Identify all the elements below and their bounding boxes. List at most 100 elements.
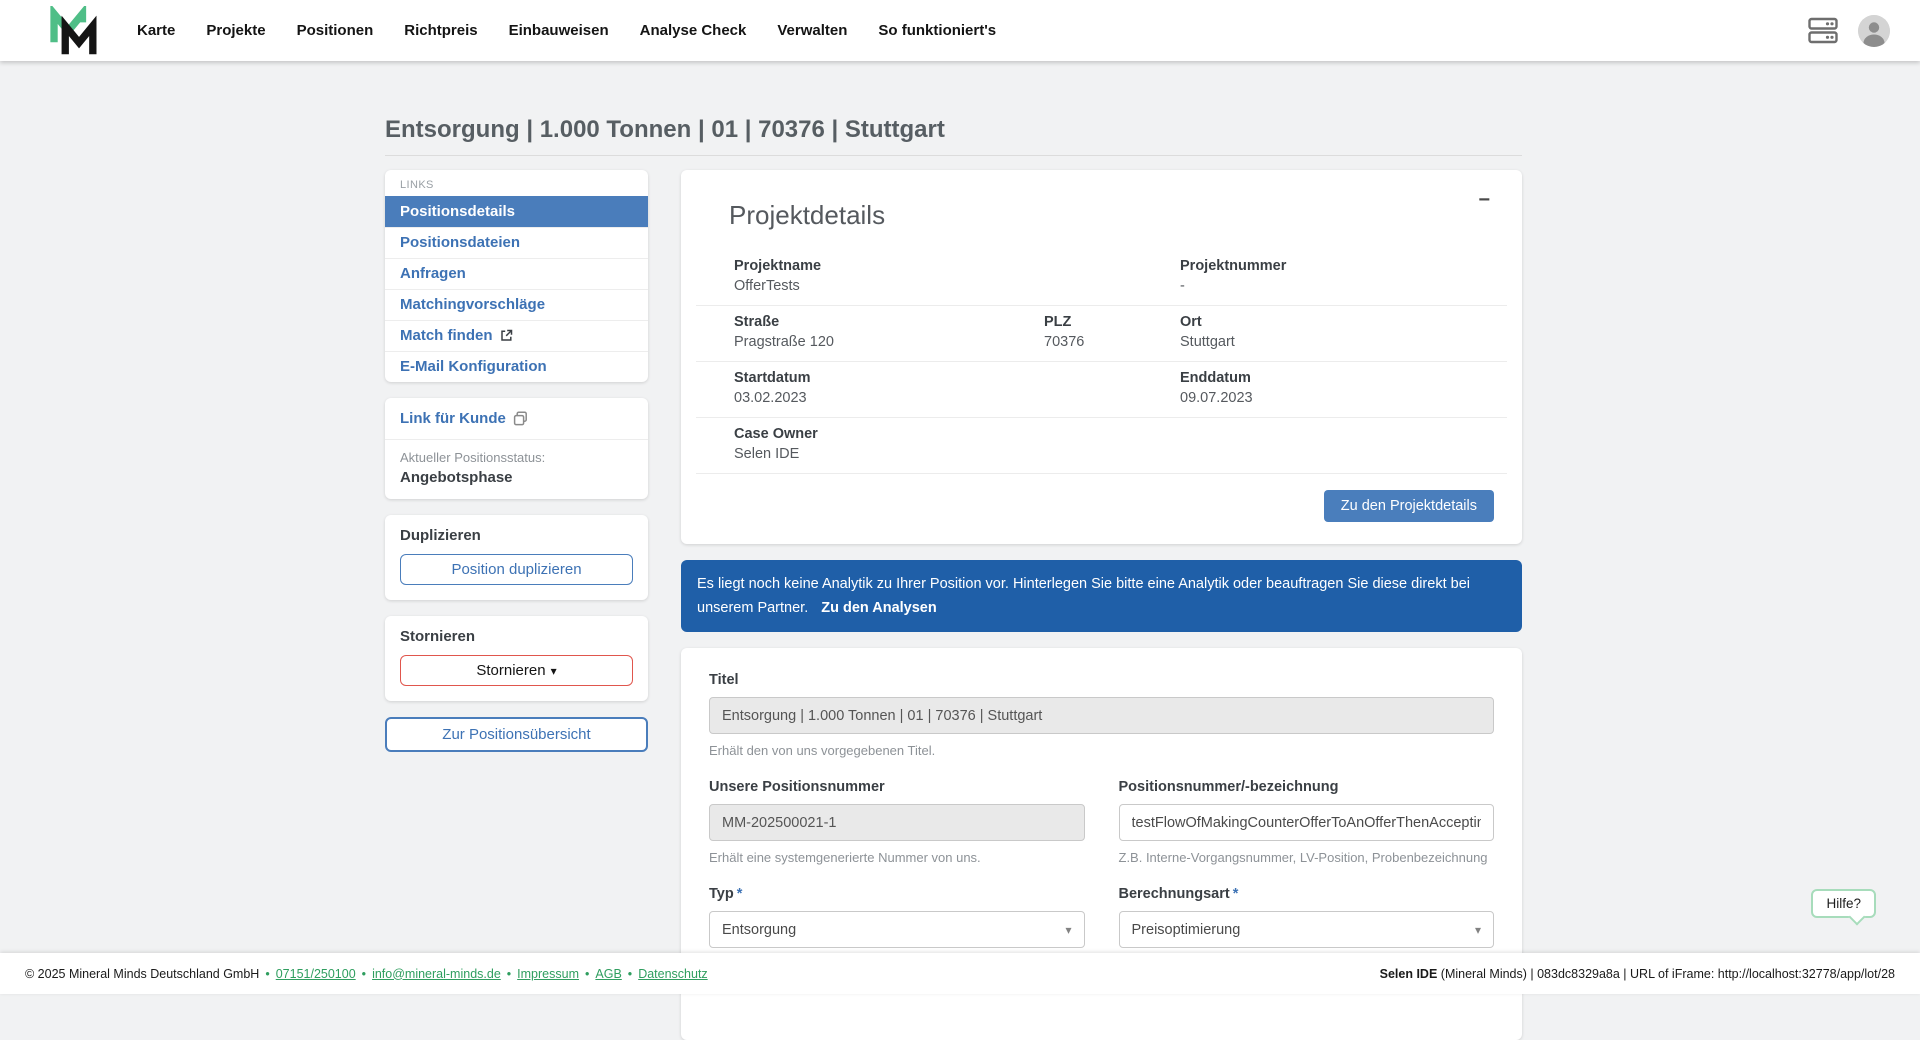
cancel-card-title: Stornieren — [400, 628, 476, 645]
required-asterisk: * — [1232, 886, 1239, 902]
startdatum-label: Startdatum — [734, 370, 811, 386]
startdatum-value: 03.02.2023 — [734, 390, 807, 406]
customer-status-card: Link für Kunde Aktueller Positionsstatus… — [385, 398, 648, 499]
berechnungsart-select[interactable]: Preisoptimierung ▾ — [1118, 911, 1494, 948]
separator-dot: • — [627, 966, 633, 981]
footer-link-impressum[interactable]: Impressum — [517, 966, 579, 981]
caret-down-icon: ▾ — [1474, 922, 1481, 937]
ort-label: Ort — [1180, 314, 1202, 330]
sidebar-item-anfragen[interactable]: Anfragen — [385, 258, 648, 289]
server-stack-icon[interactable] — [1808, 17, 1838, 44]
main-nav: Karte Projekte Positionen Richtpreis Ein… — [137, 22, 996, 39]
nav-item-karte[interactable]: Karte — [137, 22, 176, 39]
nav-item-verwalten[interactable]: Verwalten — [777, 22, 848, 39]
sidebar: LINKS Positionsdetails Positionsdateien … — [385, 170, 648, 752]
cancel-card: Stornieren Stornieren ▾ — [385, 616, 648, 701]
main-content: Projektdetails − Projektname OfferTests … — [681, 170, 1522, 1040]
projektname-label: Projektname — [734, 258, 822, 274]
zu-den-projektdetails-button[interactable]: Zu den Projektdetails — [1323, 490, 1494, 522]
sidebar-item-matchingvorschlaege[interactable]: Matchingvorschläge — [385, 289, 648, 320]
copyright-text: © 2025 Mineral Minds Deutschland GmbH — [25, 966, 260, 981]
enddatum-value: 09.07.2023 — [1180, 390, 1253, 406]
berechnungsart-label: Berechnungsart * — [1119, 886, 1495, 902]
position-status-value: Angebotsphase — [400, 469, 513, 486]
zu-den-analysen-link[interactable]: Zu den Analysen — [821, 600, 937, 616]
duplicate-card-title: Duplizieren — [400, 527, 481, 544]
session-user: Selen IDE — [1379, 966, 1438, 981]
link-fuer-kunde[interactable]: Link für Kunde — [400, 410, 528, 427]
session-details: (Mineral Minds) | 083dc8329a8a | URL of … — [1437, 966, 1895, 981]
footer-info: © 2025 Mineral Minds Deutschland GmbH • … — [25, 967, 708, 981]
sidebar-item-positionsdateien[interactable]: Positionsdateien — [385, 227, 648, 258]
projektdetails-card: Projektdetails − Projektname OfferTests … — [681, 170, 1522, 544]
stornieren-dropdown-button[interactable]: Stornieren ▾ — [400, 655, 633, 686]
nav-item-projekte[interactable]: Projekte — [206, 22, 266, 39]
user-avatar[interactable] — [1858, 14, 1890, 47]
nav-item-positionen[interactable]: Positionen — [296, 22, 374, 39]
enddatum-label: Enddatum — [1180, 370, 1251, 386]
unsere-positionsnummer-group: Unsere Positionsnummer Erhält eine syste… — [709, 779, 1085, 865]
footer-link-email[interactable]: info@mineral-minds.de — [372, 966, 501, 981]
analytics-banner-text: Es liegt noch keine Analytik zu Ihrer Po… — [697, 576, 1470, 616]
external-link-icon — [500, 329, 512, 341]
sidebar-item-match-finden[interactable]: Match finden — [385, 320, 648, 351]
titel-field-group: Titel Erhält den von uns vorgegebenen Ti… — [709, 672, 1494, 758]
case-owner-value: Selen IDE — [734, 446, 800, 462]
zur-positionsuebersicht-button[interactable]: Zur Positionsübersicht — [385, 717, 648, 752]
match-finden-label: Match finden — [400, 327, 493, 344]
separator-dot: • — [585, 966, 590, 981]
unsere-positionsnummer-help: Erhält eine systemgenerierte Nummer von … — [709, 850, 981, 865]
projektnummer-label: Projektnummer — [1180, 258, 1287, 274]
app-logo[interactable] — [45, 5, 101, 56]
footer-link-agb[interactable]: AGB — [595, 966, 622, 981]
nav-item-analyse-check[interactable]: Analyse Check — [639, 22, 747, 39]
projektdetails-title: Projektdetails — [729, 200, 886, 230]
typ-label-text: Typ — [709, 886, 734, 902]
nav-item-so-funktionierts[interactable]: So funktioniert's — [878, 22, 997, 39]
unsere-positionsnummer-label: Unsere Positionsnummer — [709, 779, 885, 795]
nav-item-einbauweisen[interactable]: Einbauweisen — [508, 22, 609, 39]
project-row-name: Projektname OfferTests Projektnummer - — [696, 250, 1507, 306]
positionsnummer-input[interactable] — [1118, 804, 1494, 841]
required-asterisk: * — [736, 886, 743, 902]
project-row-owner: Case Owner Selen IDE — [696, 418, 1507, 474]
titel-input — [709, 697, 1494, 734]
help-button[interactable]: Hilfe? — [1811, 889, 1876, 918]
session-info: Selen IDE (Mineral Minds) | 083dc8329a8a… — [1366, 953, 1895, 995]
strasse-value: Pragstraße 120 — [734, 334, 834, 350]
position-duplizieren-button[interactable]: Position duplizieren — [400, 554, 633, 585]
titel-label: Titel — [709, 672, 739, 688]
separator-dot: • — [506, 966, 512, 981]
strasse-label: Straße — [734, 314, 780, 330]
caret-down-icon: ▾ — [550, 664, 557, 678]
page-title: Entsorgung | 1.000 Tonnen | 01 | 70376 |… — [385, 61, 1522, 156]
unsere-positionsnummer-input — [709, 804, 1085, 841]
collapse-icon[interactable]: − — [1478, 189, 1490, 211]
nav-item-richtpreis[interactable]: Richtpreis — [404, 22, 478, 39]
typ-select[interactable]: Entsorgung ▾ — [709, 911, 1085, 948]
projektnummer-value: - — [1180, 278, 1185, 294]
plz-label: PLZ — [1044, 314, 1072, 330]
positionsnummer-group: Positionsnummer/-bezeichnung Z.B. Intern… — [1118, 779, 1494, 865]
link-fuer-kunde-label: Link für Kunde — [400, 410, 506, 427]
divider — [385, 439, 648, 440]
sidebar-item-email-konfiguration[interactable]: E-Mail Konfiguration — [385, 351, 648, 382]
copy-icon — [513, 411, 527, 426]
titel-help: Erhält den von uns vorgegebenen Titel. — [709, 743, 936, 758]
sidebar-item-positionsdetails[interactable]: Positionsdetails — [385, 196, 648, 227]
positionsnummer-label: Positionsnummer/-bezeichnung — [1118, 779, 1339, 795]
separator-dot: • — [265, 966, 270, 981]
plz-value: 70376 — [1044, 334, 1085, 350]
berechnungsart-select-value: Preisoptimierung — [1131, 921, 1241, 938]
stornieren-label: Stornieren — [476, 662, 546, 679]
typ-select-value: Entsorgung — [722, 921, 797, 938]
footer-bar: © 2025 Mineral Minds Deutschland GmbH • … — [0, 953, 1920, 994]
separator-dot: • — [361, 966, 367, 981]
analytics-banner: Es liegt noch keine Analytik zu Ihrer Po… — [681, 560, 1522, 632]
case-owner-label: Case Owner — [734, 426, 818, 442]
footer-link-phone[interactable]: 07151/250100 — [275, 966, 356, 981]
links-card: LINKS Positionsdetails Positionsdateien … — [385, 170, 648, 382]
ort-value: Stuttgart — [1180, 334, 1235, 350]
caret-down-icon: ▾ — [1065, 922, 1072, 937]
footer-link-datenschutz[interactable]: Datenschutz — [638, 966, 708, 981]
